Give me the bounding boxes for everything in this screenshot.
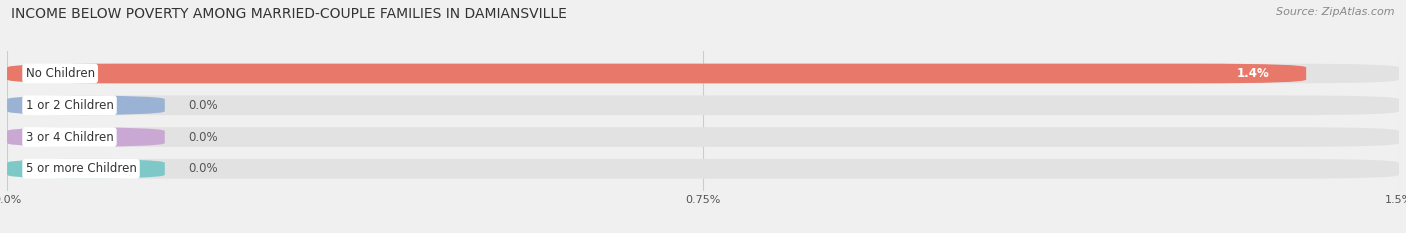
FancyBboxPatch shape	[7, 159, 1399, 179]
Text: INCOME BELOW POVERTY AMONG MARRIED-COUPLE FAMILIES IN DAMIANSVILLE: INCOME BELOW POVERTY AMONG MARRIED-COUPL…	[11, 7, 567, 21]
Text: 1 or 2 Children: 1 or 2 Children	[25, 99, 114, 112]
Text: 3 or 4 Children: 3 or 4 Children	[25, 130, 114, 144]
FancyBboxPatch shape	[7, 96, 1399, 115]
Text: No Children: No Children	[25, 67, 94, 80]
FancyBboxPatch shape	[7, 64, 1306, 83]
FancyBboxPatch shape	[7, 96, 165, 115]
FancyBboxPatch shape	[7, 127, 165, 147]
Text: 5 or more Children: 5 or more Children	[25, 162, 136, 175]
FancyBboxPatch shape	[7, 127, 1399, 147]
Text: 0.0%: 0.0%	[188, 130, 218, 144]
FancyBboxPatch shape	[7, 159, 165, 179]
Text: Source: ZipAtlas.com: Source: ZipAtlas.com	[1277, 7, 1395, 17]
Text: 0.0%: 0.0%	[188, 99, 218, 112]
FancyBboxPatch shape	[7, 64, 1399, 83]
Text: 0.0%: 0.0%	[188, 162, 218, 175]
Text: 1.4%: 1.4%	[1236, 67, 1270, 80]
